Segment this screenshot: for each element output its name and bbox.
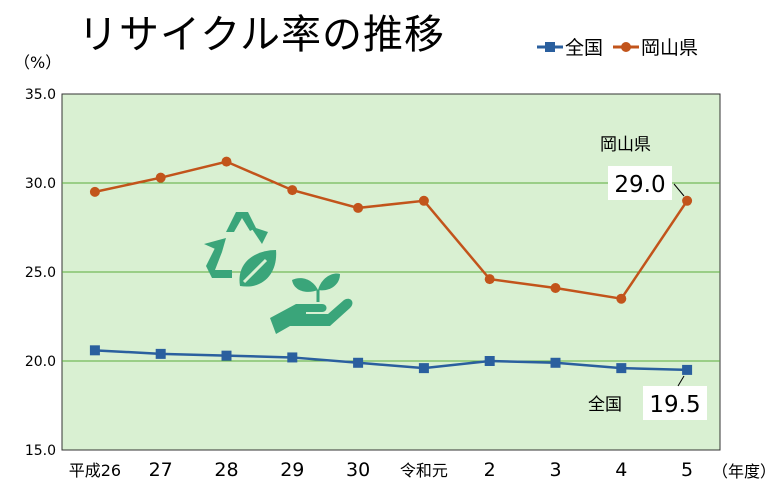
x-tick-label: 5 [681, 459, 693, 481]
data-point-okayama [89, 186, 100, 197]
data-point-national [155, 348, 166, 359]
y-tick-label: 30.0 [25, 176, 56, 192]
callout-okayama-leader [673, 183, 685, 197]
x-tick-label: 29 [280, 459, 304, 481]
x-tick-label: 令和元 [400, 461, 448, 480]
data-point-okayama [353, 202, 364, 213]
callout-national-value: 19.5 [649, 392, 700, 418]
legend-marker-national [537, 41, 563, 52]
legend-marker-okayama [613, 41, 640, 52]
x-tick-label: 4 [615, 459, 627, 481]
x-axis-unit: （年度） [712, 462, 773, 481]
data-point-okayama [418, 195, 429, 206]
x-tick-label: 2 [484, 459, 496, 481]
data-point-national [89, 345, 100, 356]
series-line-okayama [94, 160, 689, 301]
data-point-okayama [287, 185, 298, 196]
data-point-okayama [484, 274, 495, 285]
data-point-national [616, 363, 627, 374]
data-point-national [682, 364, 693, 375]
x-tick-label: 28 [214, 459, 238, 481]
legend: 全国 岡山県 [537, 33, 708, 60]
x-tick-label: 3 [549, 459, 561, 481]
legend-item-okayama: 岡山県 [613, 33, 698, 60]
legend-label-national: 全国 [565, 37, 604, 59]
data-point-okayama [155, 172, 166, 183]
y-axis-ticks: 15.0 20.0 25.0 30.0 35.0 [25, 87, 56, 459]
callout-okayama-label: 岡山県 [600, 135, 651, 155]
x-tick-label: 30 [346, 459, 370, 481]
x-tick-label: 27 [149, 459, 173, 481]
callout-national-leader [677, 375, 685, 387]
y-tick-label: 15.0 [25, 443, 56, 459]
series-line-national [94, 349, 688, 372]
series-okayama [89, 156, 693, 304]
callout-okayama-value: 29.0 [614, 172, 665, 198]
data-point-national [484, 356, 495, 366]
data-point-okayama [221, 156, 232, 167]
data-point-national [287, 352, 298, 363]
y-axis-unit: （%） [14, 53, 62, 72]
data-point-national [550, 357, 561, 368]
legend-item-national: 全国 [537, 33, 603, 60]
x-axis-ticks: 平成26 27 28 29 30 令和元 2 3 4 5 [69, 459, 693, 481]
chart-title: リサイクル率の推移 [78, 12, 445, 58]
data-point-okayama [616, 293, 627, 304]
recycle-leaf-hand-icon [204, 212, 353, 334]
data-point-national [418, 363, 429, 374]
y-tick-label: 25.0 [25, 265, 56, 281]
data-point-national [353, 357, 364, 368]
callout-national-label: 全国 [588, 395, 622, 415]
x-tick-label: 平成26 [69, 461, 121, 480]
callout-okayama-box [608, 166, 672, 200]
data-point-okayama [550, 283, 561, 294]
data-point-okayama [682, 195, 693, 206]
series-national [89, 345, 693, 375]
callout-national-box [643, 386, 707, 420]
legend-label-okayama: 岡山県 [641, 37, 699, 59]
y-tick-label: 20.0 [25, 354, 56, 370]
y-tick-label: 35.0 [25, 87, 56, 103]
data-point-national [221, 350, 232, 361]
